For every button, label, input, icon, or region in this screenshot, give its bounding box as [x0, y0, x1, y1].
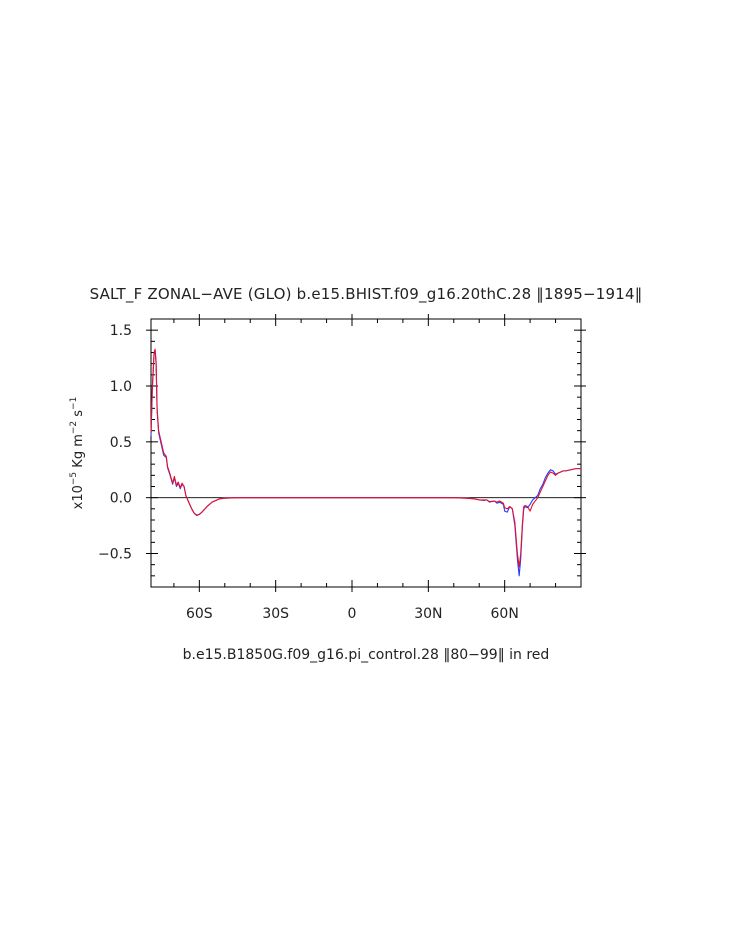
x-tick-label: 60S: [186, 606, 213, 622]
y-label-exp1: −5: [69, 472, 79, 485]
y-axis-ticks: 1.5 1.0 0.5 0.0 −0.5: [98, 323, 586, 577]
chart-caption: b.e15.B1850G.f09_g16.pi_control.28 ‖80−9…: [183, 647, 550, 663]
y-tick-label: 1.0: [110, 379, 132, 395]
chart-title: SALT_F ZONAL−AVE (GLO) b.e15.BHIST.f09_g…: [90, 285, 643, 304]
x-tick-label: 30S: [262, 606, 289, 622]
y-tick-label: 1.5: [110, 323, 132, 339]
y-label-mid: Kg m: [71, 434, 86, 472]
x-axis-ticks: 60S 30S 0 30N 60N: [173, 314, 557, 622]
series-group: [150, 348, 581, 577]
series-line-red: [150, 348, 581, 568]
y-label-prefix: x10: [71, 485, 86, 509]
y-tick-label: 0.0: [110, 491, 132, 507]
y-tick-label: 0.5: [110, 435, 132, 451]
x-tick-label: 0: [348, 606, 357, 622]
y-tick-label: −0.5: [98, 547, 132, 563]
y-label-mid2: s: [71, 410, 86, 421]
x-tick-label: 30N: [414, 606, 442, 622]
x-tick-label: 60N: [491, 606, 519, 622]
y-label-exp2: −2: [69, 421, 79, 434]
y-axis-label: x10−5 Kg m−2 s−1: [69, 397, 86, 510]
y-label-exp3: −1: [69, 397, 79, 410]
svg-text:x10−5 Kg m−2 s−1: x10−5 Kg m−2 s−1: [69, 397, 86, 510]
